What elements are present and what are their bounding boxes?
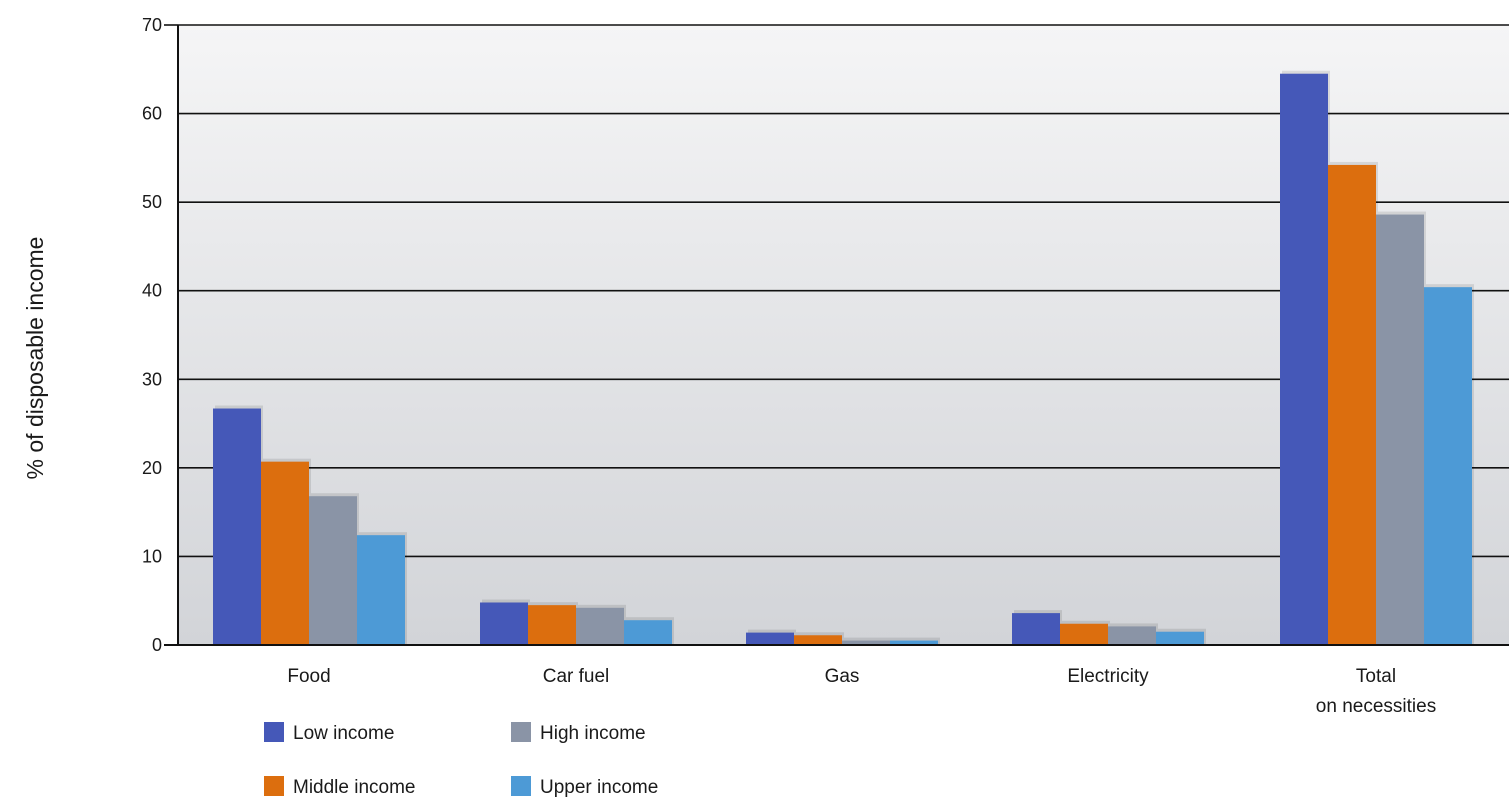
y-tick-label: 0 (152, 635, 162, 655)
legend-item-high-income: High income (511, 722, 646, 744)
bar-upper-income-1 (624, 617, 674, 645)
bar-high-income-2 (842, 637, 892, 645)
bar-middle-income-1 (528, 602, 578, 645)
legend-swatch (511, 722, 531, 742)
bar-middle-income-3 (1060, 620, 1110, 645)
bar-middle-income-0 (261, 458, 311, 645)
y-tick-label: 50 (142, 192, 162, 212)
legend-item-low-income: Low income (264, 722, 394, 744)
bar-low-income-4 (1280, 70, 1330, 645)
bar-low-income-2 (746, 629, 796, 645)
y-tick-label: 30 (142, 369, 162, 389)
bar-high-income-0 (309, 493, 359, 645)
bar-middle-income-2 (794, 632, 844, 645)
bar-upper-income-2 (890, 637, 940, 645)
bar-upper-income-3 (1156, 628, 1206, 645)
legend: Low income Middle income High income Upper … (264, 722, 658, 798)
bar-low-income-0 (213, 405, 263, 645)
axes (164, 24, 1509, 646)
legend-swatch (264, 722, 284, 742)
bar-high-income-4 (1376, 211, 1426, 646)
x-category-label: Total (1356, 666, 1396, 687)
bar-upper-income-4 (1424, 284, 1474, 645)
legend-label: High income (540, 723, 646, 744)
legend-item-middle-income: Middle income (264, 776, 416, 798)
x-category-label: on necessities (1316, 696, 1436, 717)
legend-label: Middle income (293, 777, 416, 798)
x-category-label: Gas (825, 666, 860, 687)
legend-label: Low income (293, 723, 394, 744)
y-tick-label: 60 (142, 104, 162, 124)
x-category-label: Car fuel (543, 666, 610, 687)
legend-swatch (511, 776, 531, 796)
bar-low-income-1 (480, 599, 530, 645)
bar-upper-income-0 (357, 532, 407, 645)
labels: 0 10 20 30 40 50 60 70 Food Car fuel Gas Electricit… (22, 15, 1436, 717)
x-category-label: Food (287, 666, 330, 687)
bar-high-income-3 (1108, 623, 1158, 645)
y-tick-label: 40 (142, 281, 162, 301)
x-category-label: Electricity (1067, 666, 1149, 687)
y-tick-label: 20 (142, 458, 162, 478)
y-axis-title: % of disposable income (22, 237, 48, 480)
bars (213, 70, 1474, 646)
bar-high-income-1 (576, 604, 626, 645)
y-tick-label: 70 (142, 15, 162, 35)
y-tick-label: 10 (142, 546, 162, 566)
legend-swatch (264, 776, 284, 796)
bar-middle-income-4 (1328, 161, 1378, 645)
legend-item-upper-income: Upper income (511, 776, 658, 798)
legend-label: Upper income (540, 777, 658, 798)
bar-low-income-3 (1012, 610, 1062, 645)
